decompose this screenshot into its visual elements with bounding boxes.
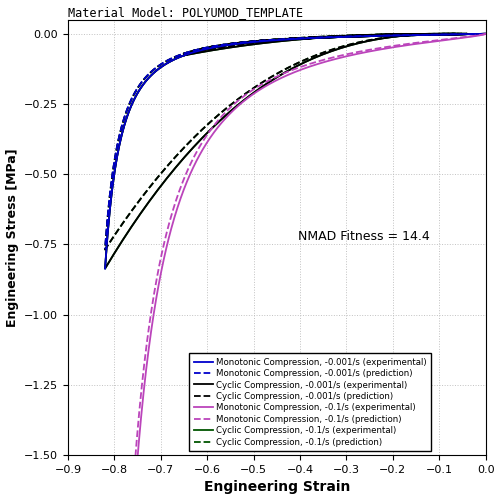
- Y-axis label: Engineering Stress [MPa]: Engineering Stress [MPa]: [6, 148, 18, 327]
- Legend: Monotonic Compression, -0.001/s (experimental), Monotonic Compression, -0.001/s : Monotonic Compression, -0.001/s (experim…: [190, 354, 431, 451]
- X-axis label: Engineering Strain: Engineering Strain: [204, 480, 350, 494]
- Text: NMAD Fitness = 14.4: NMAD Fitness = 14.4: [298, 230, 430, 242]
- Text: Material Model: POLYUMOD_TEMPLATE: Material Model: POLYUMOD_TEMPLATE: [68, 6, 303, 18]
